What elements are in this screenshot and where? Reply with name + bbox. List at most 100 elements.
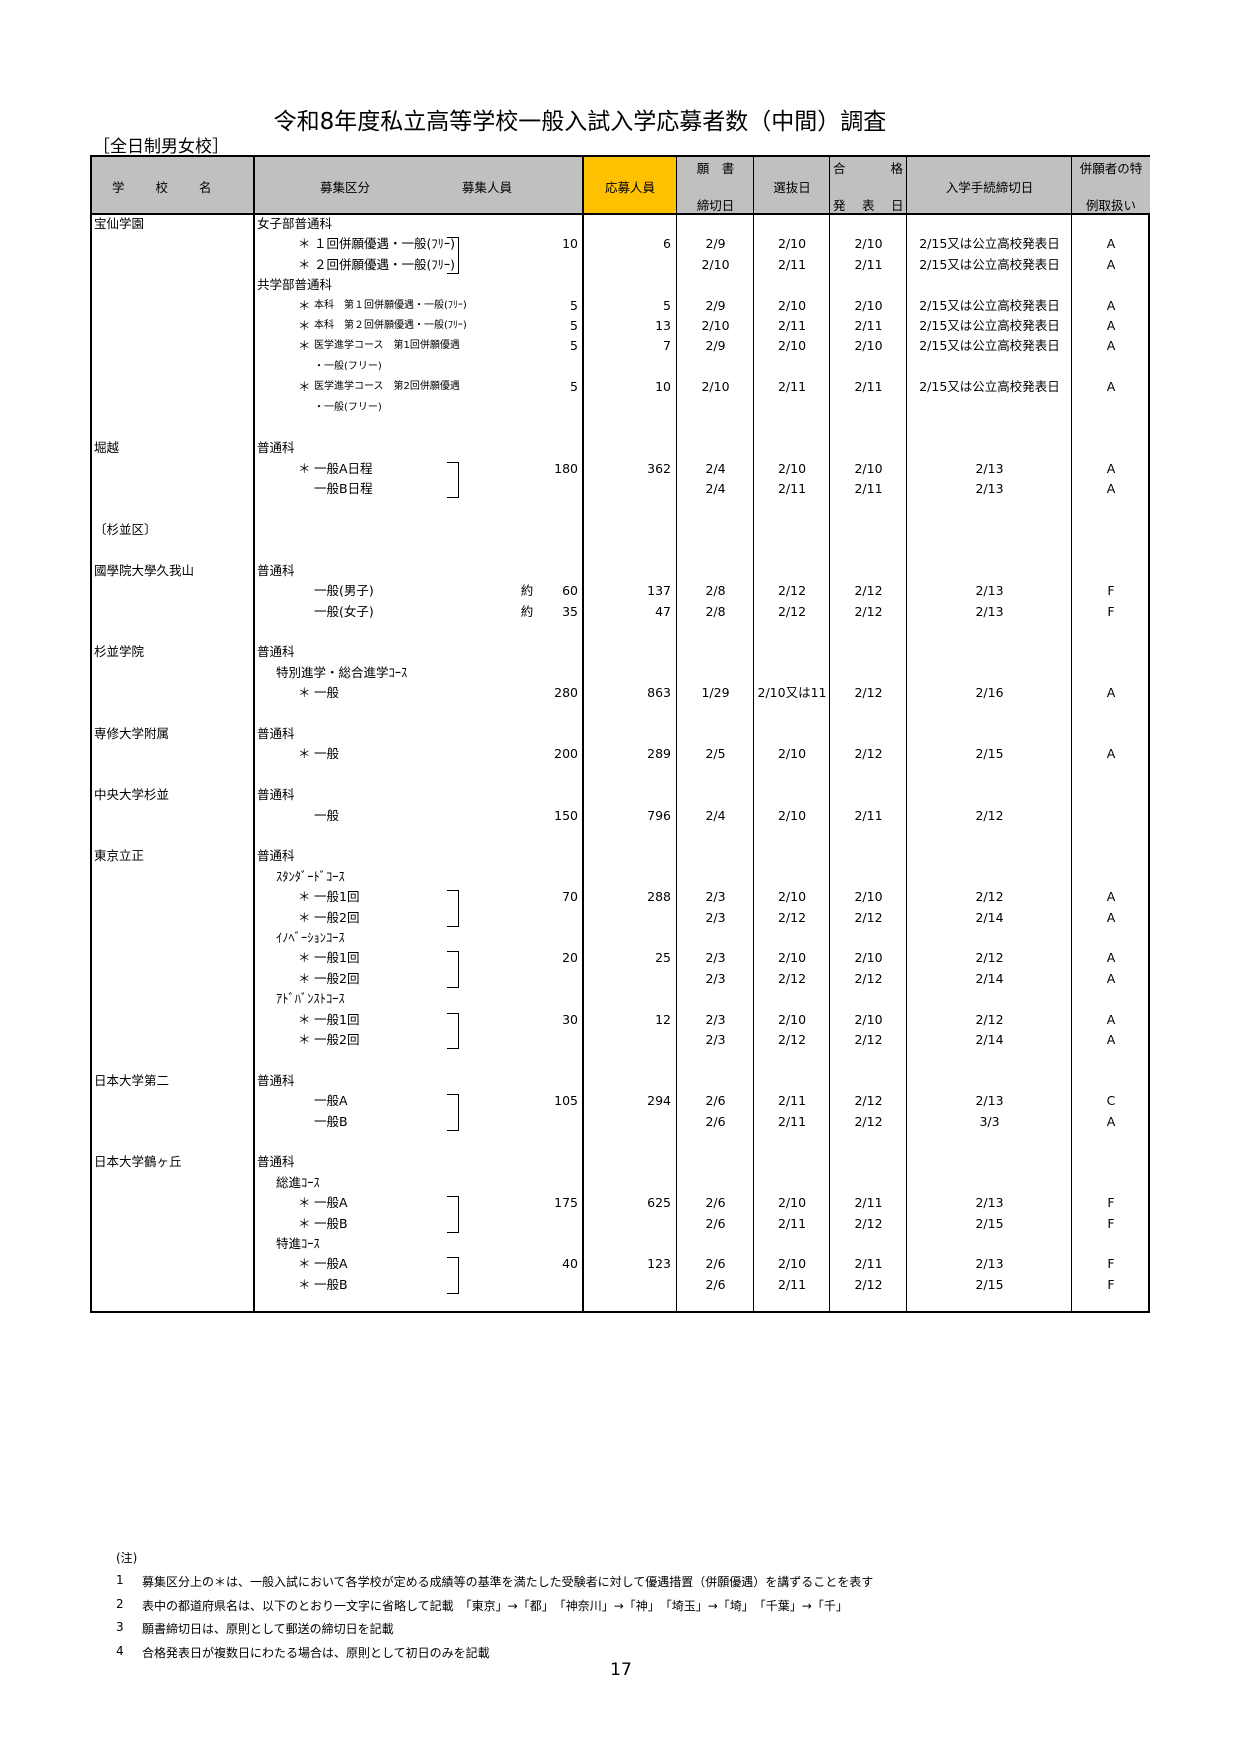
exam-date-value: 2/10 — [777, 889, 807, 905]
announce-date-value: 2/11 — [854, 1195, 883, 1211]
announce-date-value: 2/11 — [854, 318, 883, 333]
procedure-deadline-value: 2/12 — [975, 889, 1004, 905]
department-label: 女子部普通科 — [257, 216, 333, 231]
course-label: 特別進学・総合進学ｺｰｽ — [276, 664, 408, 680]
procedure-deadline-value: 2/12 — [975, 950, 1004, 966]
applicants-value: 123 — [647, 1256, 671, 1272]
deadline-value: 2/3 — [705, 889, 726, 905]
procedure-deadline-value: 2/14 — [975, 970, 1004, 986]
deadline-value: 1/29 — [701, 685, 730, 701]
notes-heading: (注) — [116, 1551, 138, 1565]
category-label: 一般B日程 — [314, 481, 373, 497]
preferential-mark: ＊ — [298, 970, 311, 986]
announce-date-value: 2/11 — [854, 1256, 883, 1272]
exam-date-value: 2/10 — [777, 1256, 807, 1272]
bracket-mark — [447, 1012, 459, 1049]
deadline-value: 2/6 — [705, 1195, 726, 1211]
announce-date-value: 2/10 — [854, 338, 883, 354]
applicants-value: 625 — [647, 1195, 671, 1211]
deadline-value: 2/8 — [705, 583, 726, 599]
header-applicants: 応募人員 — [583, 157, 677, 213]
preferential-mark: ＊ — [298, 1195, 311, 1211]
deadline-value: 2/3 — [705, 1032, 726, 1047]
bracket-mark — [447, 1094, 459, 1131]
deadline-value: 2/4 — [705, 807, 726, 823]
school-name: 杉並学院 — [94, 644, 145, 660]
capacity-value: 175 — [554, 1195, 578, 1211]
note-text: 願書締切日は、原則として郵送の締切日を記載 — [142, 1622, 394, 1637]
header-divider — [92, 213, 1148, 215]
deadline-value: 2/4 — [705, 460, 726, 476]
header-announce: 合 格 発 表 日 — [830, 157, 907, 213]
exam-date-value: 2/10 — [777, 1011, 807, 1027]
procedure-deadline-value: 2/14 — [975, 909, 1004, 925]
school-name: 東京立正 — [94, 848, 145, 864]
preferential-mark: ＊ — [298, 1276, 311, 1292]
course-label: ｱﾄﾞﾊﾞﾝｽﾄｺｰｽ — [276, 991, 345, 1007]
procedure-deadline-value: 2/14 — [975, 1032, 1004, 1047]
applicants-value: 7 — [663, 338, 671, 354]
deadline-value: 2/10 — [701, 379, 730, 395]
header-deadline-bottom: 締切日 — [696, 198, 735, 213]
preferential-mark: ＊ — [298, 236, 311, 252]
exam-date-value: 2/11 — [777, 1215, 807, 1231]
procedure-deadline-value: 2/13 — [975, 1256, 1004, 1272]
header-exam: 選抜日 — [754, 157, 830, 213]
preferential-mark: ＊ — [298, 1256, 311, 1272]
category-label: 一般A — [314, 1093, 348, 1109]
announce-date-value: 2/10 — [854, 889, 883, 905]
capacity-value: 20 — [562, 950, 578, 966]
category-label: 一般2回 — [314, 1032, 360, 1047]
category-label: 医学進学コース 第1回併願優遇 — [314, 340, 460, 352]
procedure-deadline-value: 2/15又は公立高校発表日 — [919, 297, 1060, 313]
header-kubun-label: 募集区分 — [320, 180, 371, 195]
header-announce-top-left: 合 — [833, 161, 846, 176]
exam-date-value: 2/10 — [777, 746, 807, 762]
header-deadline-top: 願 書 — [696, 161, 735, 176]
category-label: 一般 — [314, 746, 340, 762]
announce-date-value: 2/12 — [854, 685, 883, 701]
category-label: ・一般(フリー) — [314, 401, 382, 413]
announce-date-value: 2/12 — [854, 970, 883, 986]
page-title: 令和8年度私立高等学校一般入試入学応募者数（中間）調査 — [273, 109, 887, 135]
announce-date-value: 2/10 — [854, 236, 883, 252]
preferential-mark: ＊ — [298, 746, 311, 762]
capacity-value: 35 — [562, 603, 578, 619]
header-capacity-label: 募集人員 — [462, 180, 513, 195]
deadline-value: 2/6 — [705, 1276, 726, 1292]
capacity-value: 150 — [554, 807, 578, 823]
header-announce-top-right: 格 — [890, 161, 903, 176]
exam-date-value: 2/10 — [777, 460, 807, 476]
preferential-mark: ＊ — [298, 909, 311, 925]
category-label: 一般1回 — [314, 950, 360, 966]
department-label: 普通科 — [257, 440, 295, 456]
announce-date-value: 2/12 — [854, 1113, 883, 1129]
special-handling-value: C — [1106, 1093, 1116, 1109]
procedure-deadline-value: 2/15 — [975, 1215, 1004, 1231]
announce-date-value: 2/12 — [854, 1276, 883, 1292]
capacity-value: 5 — [570, 338, 578, 354]
category-label: 医学進学コース 第2回併願優遇 — [314, 381, 460, 393]
exam-date-value: 2/12 — [777, 1032, 807, 1047]
procedure-deadline-value: 2/13 — [975, 460, 1004, 476]
category-label: 一般B — [314, 1276, 348, 1292]
special-handling-value: A — [1106, 460, 1116, 476]
exam-date-value: 2/12 — [777, 603, 807, 619]
deadline-value: 2/8 — [705, 603, 726, 619]
category-label: 一般A — [314, 1195, 348, 1211]
note-text: 合格発表日が複数日にわたる場合は、原則として初日のみを記載 — [142, 1646, 490, 1661]
exam-date-value: 2/11 — [777, 379, 807, 395]
procedure-deadline-value: 2/13 — [975, 1195, 1004, 1211]
applicants-value: 288 — [647, 889, 671, 905]
course-label: 特進ｺｰｽ — [276, 1236, 320, 1251]
special-handling-value: A — [1106, 1011, 1116, 1027]
announce-date-value: 2/12 — [854, 1215, 883, 1231]
school-name: 日本大学第二 — [94, 1072, 170, 1088]
preferential-mark: ＊ — [298, 297, 311, 313]
deadline-value: 2/3 — [705, 950, 726, 966]
column-divider — [1071, 157, 1072, 1311]
deadline-value: 2/6 — [705, 1113, 726, 1129]
note-number: 2 — [116, 1596, 124, 1611]
exam-date-value: 2/11 — [777, 1093, 807, 1109]
procedure-deadline-value: 2/13 — [975, 481, 1004, 497]
